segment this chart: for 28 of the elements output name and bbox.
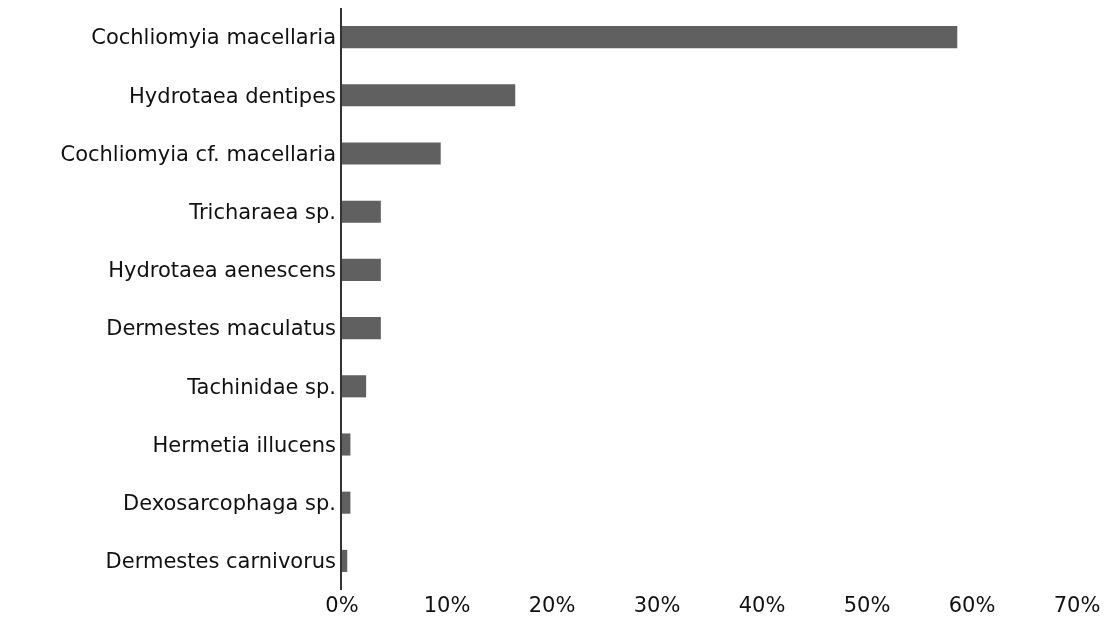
y-tick-label: Dermestes maculatus	[106, 316, 337, 341]
bar	[342, 84, 516, 107]
bar	[342, 433, 351, 456]
x-tick-label: 60%	[948, 593, 996, 617]
bar	[342, 26, 958, 49]
y-tick-label: Hydrotaea aenescens	[108, 258, 337, 283]
bar	[342, 317, 381, 340]
y-tick-label: Tricharaea sp.	[188, 200, 337, 225]
y-tick-label: Hermetia illucens	[152, 432, 337, 457]
bar	[342, 258, 381, 281]
x-tick-label: 40%	[738, 593, 786, 617]
y-tick-label: Tachinidae sp.	[186, 374, 337, 399]
x-tick-label: 20%	[528, 593, 576, 617]
bar	[342, 491, 351, 514]
y-tick-label: Dexosarcophaga sp.	[122, 491, 337, 516]
x-tick-label: 50%	[843, 593, 891, 617]
bar	[342, 375, 367, 398]
bar	[342, 142, 441, 165]
x-tick-label: 0%	[325, 593, 359, 617]
y-tick-label: Dermestes carnivorus	[105, 549, 337, 574]
y-tick-label: Cochliomyia macellaria	[91, 25, 337, 50]
bar	[342, 200, 381, 223]
x-tick-label: 10%	[423, 593, 471, 617]
y-tick-label: Cochliomyia cf. macellaria	[60, 141, 337, 166]
bar	[342, 549, 348, 572]
y-tick-label: Hydrotaea dentipes	[129, 83, 337, 108]
x-tick-label: 70%	[1053, 593, 1101, 617]
x-tick-label: 30%	[633, 593, 681, 617]
